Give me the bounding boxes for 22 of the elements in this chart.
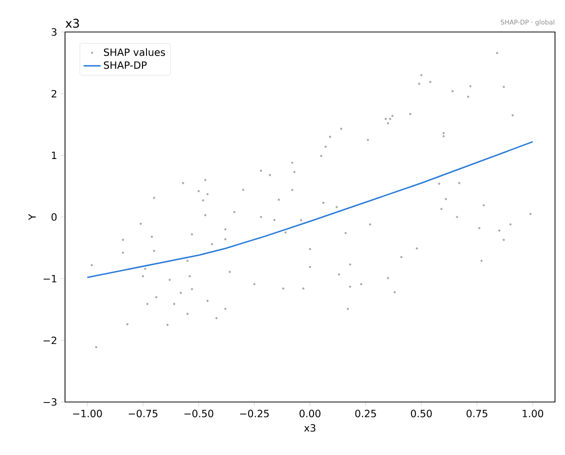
x-tick-label: 0.75 [466,410,488,418]
x-tick-label: −0.25 [240,410,269,418]
legend-label: SHAP-DP [104,61,147,69]
x-tick-label: 0.50 [410,410,432,418]
y-tick-label: 3 [52,28,56,36]
y-tick-label: −1 [44,275,56,282]
y-tick-label: −2 [44,336,56,344]
x-tick-label: 0.25 [355,410,376,418]
y-axis-title: Y [28,214,36,220]
x-axis-title: x3 [304,424,316,432]
line-series [86,141,534,278]
x-tick-label: 1.00 [522,410,544,418]
y-tick-label: 0 [52,213,57,221]
y-tick-label: −3 [44,398,56,406]
x-tick-label: −1.00 [73,410,102,418]
y-tick-label: 2 [52,90,56,98]
x-tick-label: −0.50 [184,410,214,418]
x-tick-label: 0.00 [300,410,320,418]
x-tick-label: −0.75 [128,410,158,418]
y-tick-label: 1 [52,152,56,159]
legend-label: SHAP values [104,48,166,56]
chart-title: x3 [66,18,79,28]
